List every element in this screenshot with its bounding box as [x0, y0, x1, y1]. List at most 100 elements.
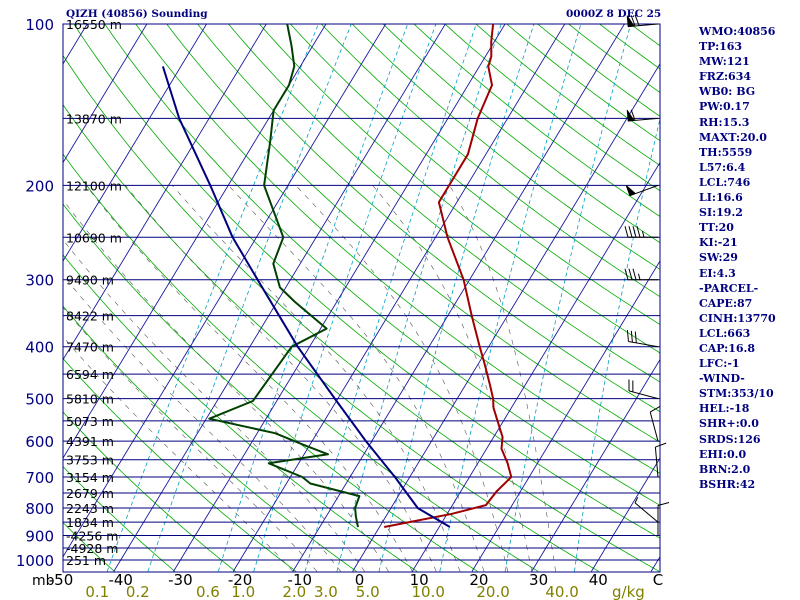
index-line: TH:5559 — [699, 145, 753, 159]
dry-adiabat-line — [320, 24, 660, 298]
moist-adiabat-line — [449, 185, 556, 572]
index-line: HEL:-18 — [699, 402, 750, 416]
temperature-tick-label: -40 — [108, 571, 133, 589]
dry-adiabat-line — [382, 24, 660, 244]
mixing-ratio-tick-label: 3.0 — [314, 583, 338, 600]
height-label: 13870 m — [66, 111, 122, 126]
index-line: MW:121 — [699, 55, 750, 69]
wind-barb-flag — [632, 268, 637, 280]
dry-adiabat-line — [63, 254, 418, 572]
index-line: STM:353/10 — [699, 387, 774, 401]
parcel-line — [161, 66, 451, 528]
mixing-ratio-line — [574, 117, 660, 572]
index-line: SRDS:126 — [699, 432, 761, 446]
pressure-unit-label: mb — [32, 573, 55, 589]
wind-barb-pennant — [625, 184, 637, 197]
index-line: BSHR:42 — [699, 477, 756, 491]
height-label: 5073 m — [66, 414, 114, 429]
height-label: 8422 m — [66, 309, 114, 324]
isotherm-line — [292, 24, 625, 572]
moist-adiabat-line — [85, 185, 413, 572]
isotherm-line — [0, 12, 35, 571]
wind-barb-flag — [649, 405, 661, 413]
moist-adiabat-line — [63, 336, 294, 572]
index-line: WB0: BG — [699, 85, 756, 99]
mixing-ratio-tick-label: 1.0 — [231, 583, 255, 600]
wind-barb-half-flag — [634, 497, 639, 504]
pressure-tick-label: 300 — [25, 272, 54, 290]
mixing-ratio-tick-label: 0.2 — [126, 583, 150, 600]
temperature-unit-label: C — [653, 571, 663, 589]
wind-barb-flag — [657, 501, 670, 506]
dry-adiabat-line — [289, 24, 660, 325]
dry-adiabat-line — [227, 24, 660, 383]
dry-adiabat-line — [63, 522, 115, 572]
pressure-tick-label: 400 — [25, 339, 54, 357]
dry-adiabat-line — [63, 54, 660, 572]
wind-barb-flag — [636, 226, 641, 238]
isotherm-line — [63, 24, 148, 164]
wind-barb-half-flag — [638, 273, 641, 280]
dry-adiabat-line — [104, 24, 660, 506]
index-line: SHR+:0.0 — [699, 417, 759, 431]
wind-barb-flag — [655, 442, 667, 448]
dry-adiabat-line — [63, 466, 176, 572]
moist-adiabat-line — [63, 239, 365, 572]
height-label: -4928 m — [66, 541, 118, 556]
isotherm-line — [63, 24, 208, 262]
mixing-ratio-lines — [106, 24, 660, 572]
height-label: 7470 m — [66, 340, 114, 355]
dry-adiabat-line — [63, 203, 478, 572]
index-line: SI:19.2 — [699, 206, 743, 220]
wind-barb-flag — [624, 268, 629, 280]
profile-lines — [161, 24, 513, 528]
isotherm-line — [591, 457, 660, 572]
wind-barb — [626, 109, 659, 122]
pressure-tick-label: 800 — [25, 500, 54, 518]
moist-adiabat-line — [172, 185, 461, 572]
wind-barb-flag — [632, 226, 637, 238]
wind-barb-flag — [630, 15, 636, 27]
index-line: KI:-21 — [699, 236, 738, 250]
index-line: L57:6.4 — [699, 160, 746, 174]
dewpoint-line — [208, 24, 361, 528]
pressure-tick-label: 100 — [25, 16, 54, 34]
temperature-tick-label: 10 — [410, 571, 429, 589]
height-label: 16550 m — [66, 17, 122, 32]
wind-barb-flag — [630, 330, 633, 343]
isotherm-line — [531, 358, 660, 572]
index-line: -WIND- — [699, 372, 745, 386]
mixing-ratio-unit-label: g/kg — [612, 583, 645, 600]
dry-adiabat-line — [351, 24, 660, 270]
wind-barb — [626, 330, 659, 348]
isotherms — [0, 12, 660, 572]
pressure-tick-label: 700 — [25, 469, 54, 487]
dry-adiabat-line — [63, 153, 539, 572]
wind-barb-staff — [628, 390, 659, 400]
wind-barb-flag — [628, 226, 633, 238]
wind-barb-flag — [624, 226, 629, 238]
index-line: SW:29 — [699, 251, 738, 265]
pressure-tick-label: 900 — [25, 527, 54, 545]
height-label: 4391 m — [66, 434, 114, 449]
temperature-tick-label: -50 — [49, 571, 74, 589]
moist-adiabats — [63, 185, 556, 572]
wind-barb — [624, 226, 658, 238]
height-label: 3154 m — [66, 470, 114, 485]
index-line: TP:163 — [699, 40, 743, 54]
pressure-tick-label: 500 — [25, 391, 54, 409]
temperature-tick-label: -30 — [168, 571, 193, 589]
index-line: TT:20 — [699, 221, 734, 235]
isotherm-line — [232, 24, 566, 572]
dry-adiabat-line — [63, 357, 297, 572]
isobars — [62, 23, 661, 573]
index-line: CAPE:87 — [699, 296, 753, 310]
index-line: LI:16.6 — [699, 191, 743, 205]
isotherm-line — [63, 24, 267, 361]
wind-barb-flag — [630, 109, 636, 121]
temperature-line — [384, 24, 513, 528]
temperature-tick-label: 30 — [529, 571, 548, 589]
index-line: CAP:16.8 — [699, 341, 756, 355]
wind-barb-flag — [628, 268, 633, 280]
